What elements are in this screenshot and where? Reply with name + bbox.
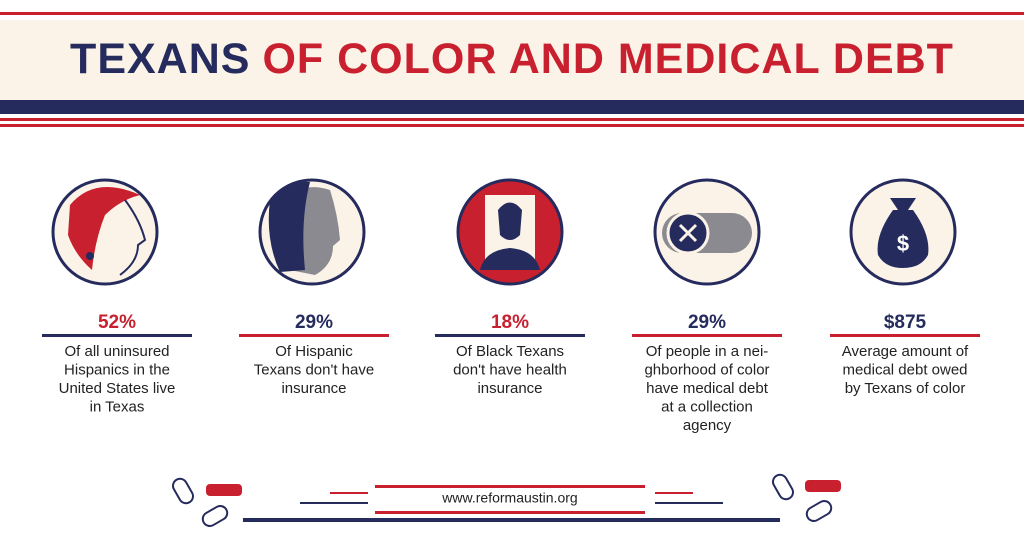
footer-rule <box>375 485 645 488</box>
stat-description: medical debt owed <box>842 361 967 378</box>
stat-underline <box>830 334 980 337</box>
bandage <box>206 484 242 496</box>
stat-description: Texans don't have <box>254 361 374 378</box>
footer-url: www.reformaustin.org <box>441 490 577 506</box>
stat-description: by Texans of color <box>845 380 966 397</box>
stat-description: ghborhood of color <box>644 361 769 378</box>
footer-rule <box>243 518 780 522</box>
stat-value: 18% <box>491 312 529 333</box>
footer-rule <box>375 511 645 514</box>
title-lead: TEXANS <box>70 35 250 83</box>
icon-hispanic-profile <box>258 178 366 286</box>
title-rest: OF COLOR AND MEDICAL DEBT <box>262 35 953 83</box>
stat-value: $875 <box>884 312 927 333</box>
bandage <box>805 480 841 492</box>
icons: $ <box>51 178 957 286</box>
banner <box>0 20 1024 100</box>
stat-description: Of people in a nei- <box>646 343 769 360</box>
stat-value: 29% <box>295 312 333 333</box>
stat-description: Average amount of <box>842 343 969 360</box>
stat-description: Of Black Texans <box>456 343 564 360</box>
stat-underline <box>435 334 585 337</box>
stat-underline <box>239 334 389 337</box>
footer-rule <box>300 502 368 504</box>
stat-underline <box>632 334 782 337</box>
footer-decoration <box>172 473 841 527</box>
stat-description: Of Hispanic <box>275 343 353 360</box>
stat-description: Hispanics in the <box>64 361 170 378</box>
stat-description: have medical debt <box>646 380 769 397</box>
icon-hispanic-woman <box>51 178 159 286</box>
pill <box>201 505 229 527</box>
icon-black-texan <box>456 178 564 286</box>
icon-money-bag: $ <box>849 178 957 286</box>
banner-rule <box>0 124 1024 127</box>
stat-description: agency <box>683 417 732 434</box>
banner-rule <box>0 100 1024 114</box>
stat-description: insurance <box>281 380 346 397</box>
pill <box>172 477 194 505</box>
footer-rule <box>330 492 368 494</box>
stat-description: Of all uninsured <box>64 343 169 360</box>
stat-value: 29% <box>688 312 726 333</box>
top-rule <box>0 12 1024 15</box>
stat-description: in Texas <box>90 398 145 415</box>
stat-description: insurance <box>477 380 542 397</box>
pill <box>805 500 833 522</box>
stat-underline <box>42 334 192 337</box>
pill <box>772 473 794 501</box>
footer-rule <box>655 502 723 504</box>
icon-collection <box>653 178 761 286</box>
dollar-glyph: $ <box>897 231 909 256</box>
banner-rule <box>0 118 1024 121</box>
footer-rule <box>655 492 693 494</box>
stat-description: don't have health <box>453 361 567 378</box>
stat-description: United States live <box>59 380 176 397</box>
stat-value: 52% <box>98 312 136 333</box>
title: TEXANS OF COLOR AND MEDICAL DEBT <box>70 35 954 83</box>
stat-description: at a collection <box>661 398 753 415</box>
